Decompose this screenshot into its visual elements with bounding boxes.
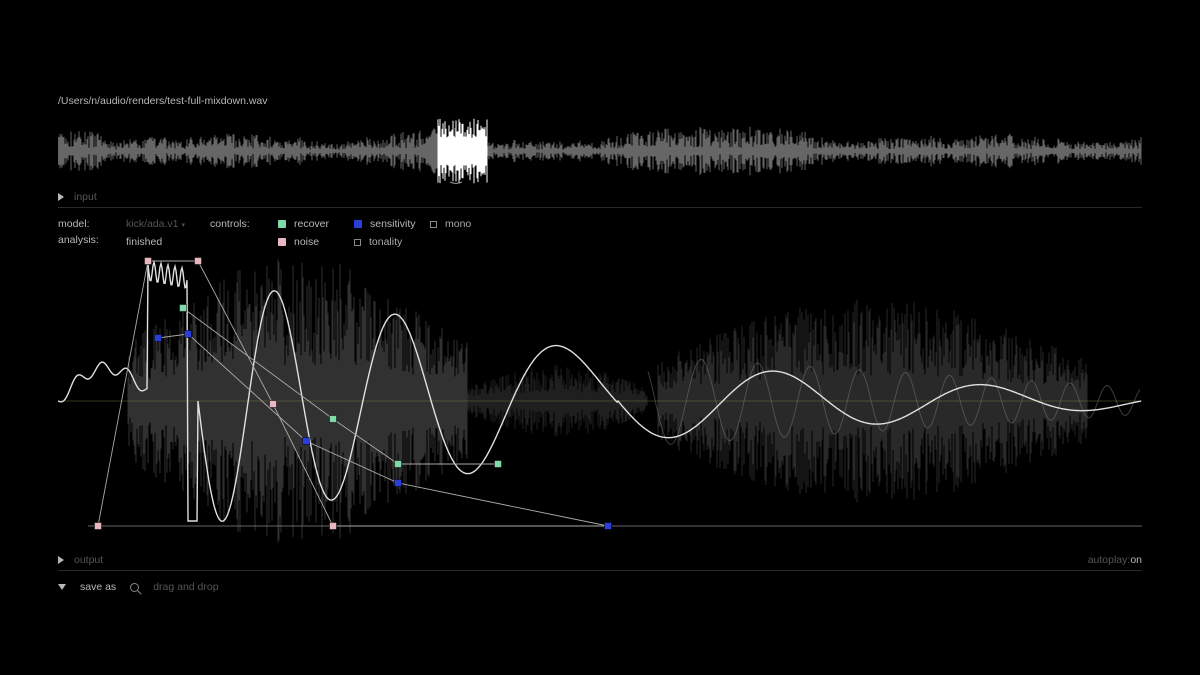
output-waveform[interactable] — [58, 256, 1142, 546]
tonality-label: tonality — [369, 234, 402, 250]
model-label: model: — [58, 216, 114, 232]
autoplay-toggle[interactable]: autoplay:on — [1088, 554, 1142, 566]
app-root: /Users/n/audio/renders/test-full-mixdown… — [0, 0, 1200, 675]
meta-block: model: analysis: kick/ada.v1 ▾ finished … — [58, 216, 1142, 250]
controls-label: controls: — [210, 216, 266, 232]
analysis-label: analysis: — [58, 232, 114, 248]
download-icon[interactable] — [58, 584, 66, 590]
noise-swatch[interactable] — [278, 238, 286, 246]
drag-drop-hint: drag and drop — [153, 581, 218, 593]
output-label: output — [74, 554, 103, 566]
file-path: /Users/n/audio/renders/test-full-mixdown… — [58, 95, 1142, 107]
search-icon[interactable] — [130, 583, 139, 592]
recover-label: recover — [294, 216, 346, 232]
sensitivity-swatch[interactable] — [354, 220, 362, 228]
mono-label: mono — [445, 216, 471, 232]
sensitivity-label: sensitivity — [370, 216, 422, 232]
analysis-value: finished — [126, 234, 198, 250]
input-label: input — [74, 191, 97, 203]
mono-checkbox[interactable] — [430, 221, 437, 228]
noise-label: noise — [294, 234, 346, 250]
input-play-row: input — [58, 185, 1142, 208]
play-output-icon[interactable] — [58, 556, 64, 564]
input-waveform[interactable] — [58, 117, 1142, 185]
save-as-button[interactable]: save as — [80, 581, 116, 593]
model-value[interactable]: kick/ada.v1 ▾ — [126, 216, 198, 234]
recover-swatch[interactable] — [278, 220, 286, 228]
tonality-checkbox[interactable] — [354, 239, 361, 246]
output-play-row: output autoplay:on — [58, 548, 1142, 571]
play-icon[interactable] — [58, 193, 64, 201]
footer-actions: save as drag and drop — [58, 571, 1142, 593]
